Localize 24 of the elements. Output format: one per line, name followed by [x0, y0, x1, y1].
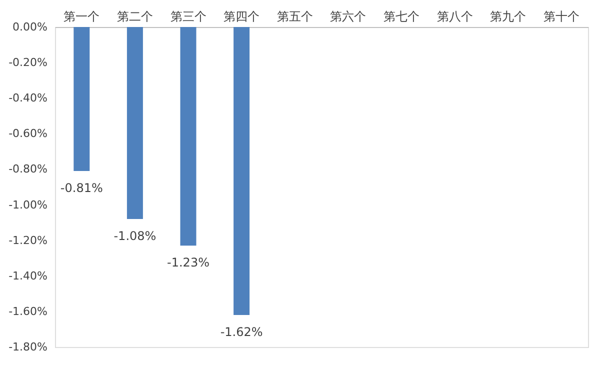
- x-tick-label: 第二个: [116, 10, 153, 24]
- y-tick-label: -1.80%: [8, 340, 48, 354]
- y-tick-label: 0.00%: [12, 20, 48, 34]
- x-tick-label: 第一个: [64, 10, 100, 24]
- y-tick-label: -1.20%: [8, 234, 48, 247]
- x-tick-label: 第三个: [170, 10, 206, 24]
- x-tick-label: 第十个: [543, 10, 580, 24]
- y-tick-label: -1.60%: [8, 304, 48, 318]
- x-tick-label: 第九个: [490, 10, 526, 24]
- x-tick-label: 第八个: [436, 10, 473, 24]
- x-tick-label: 第七个: [383, 10, 420, 24]
- data-label: -1.62%: [220, 325, 263, 339]
- x-tick-label: 第六个: [330, 10, 366, 24]
- y-tick-label: -1.00%: [8, 198, 48, 212]
- data-label: -0.81%: [60, 181, 103, 195]
- y-tick-label: -0.80%: [8, 162, 48, 176]
- y-tick-label: -0.20%: [8, 56, 48, 70]
- y-tick-label: -1.40%: [8, 269, 48, 282]
- x-tick-label: 第四个: [224, 10, 260, 24]
- x-tick-label: 第五个: [276, 10, 313, 24]
- data-label: -1.23%: [167, 256, 210, 270]
- y-tick-label: -0.60%: [8, 127, 48, 140]
- y-tick-label: -0.40%: [8, 92, 48, 105]
- data-label: -1.08%: [114, 229, 156, 243]
